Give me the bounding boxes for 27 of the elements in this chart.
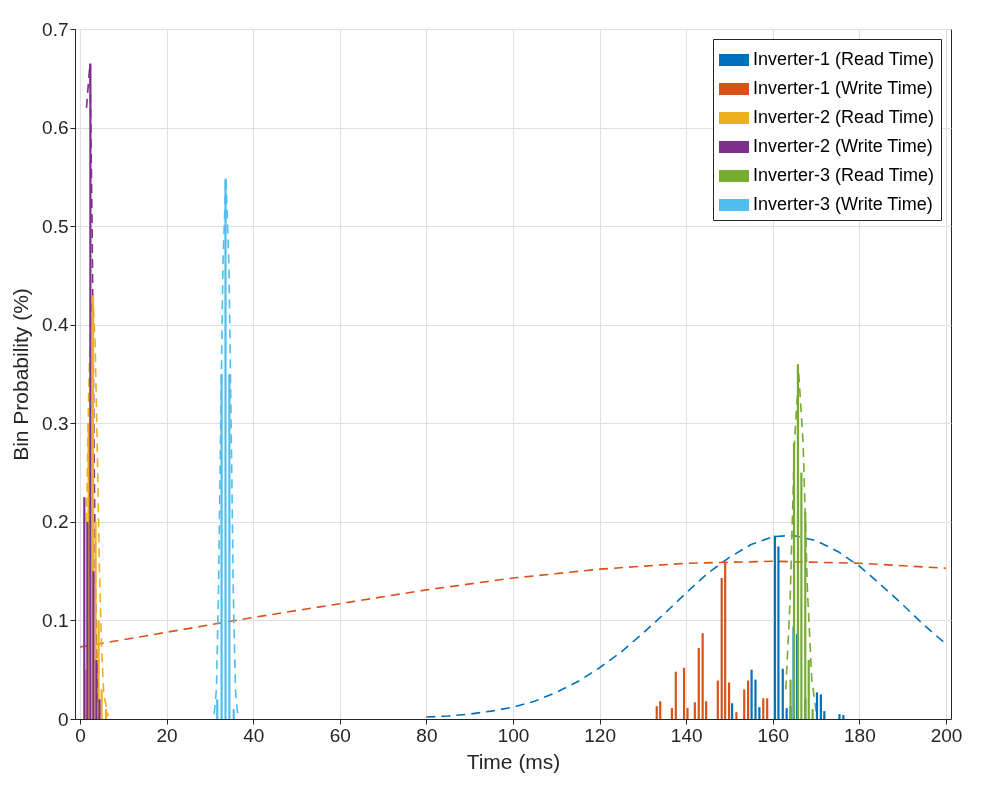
x-tick-label: 100 xyxy=(497,724,530,746)
y-tick-label: 0.2 xyxy=(42,511,69,533)
y-tick-label: 0.7 xyxy=(42,18,69,40)
y-tick-label: 0 xyxy=(57,708,69,730)
x-tick-label: 0 xyxy=(75,724,86,746)
x-tick-label: 180 xyxy=(844,724,876,746)
y-tick-label: 0.5 xyxy=(42,215,69,237)
y-tick-label: 0.1 xyxy=(42,609,69,631)
legend-label: Inverter-1 (Read Time) xyxy=(753,49,935,69)
x-tick-label: 160 xyxy=(757,724,790,746)
legend-label: Inverter-1 (Write Time) xyxy=(753,78,933,98)
x-tick-label: 140 xyxy=(670,724,703,746)
x-tick-label: 200 xyxy=(930,724,963,746)
y-axis-title: Bin Probability (%) xyxy=(9,288,33,461)
legend-label: Inverter-3 (Write Time) xyxy=(753,194,933,214)
y-tick-label: 0.6 xyxy=(42,117,69,139)
y-tick-label: 0.3 xyxy=(42,412,69,434)
y-tick-label: 0.4 xyxy=(42,314,69,336)
x-tick-label: 120 xyxy=(584,724,616,746)
x-tick-label: 40 xyxy=(243,724,265,746)
legend-label: Inverter-3 (Read Time) xyxy=(753,165,935,185)
legend-label: Inverter-2 (Read Time) xyxy=(753,107,935,127)
x-axis-title: Time (ms) xyxy=(466,749,561,773)
x-tick-label: 80 xyxy=(416,724,438,746)
x-tick-label: 20 xyxy=(156,724,178,746)
legend-label: Inverter-2 (Write Time) xyxy=(753,136,933,156)
x-tick-label: 60 xyxy=(329,724,351,746)
